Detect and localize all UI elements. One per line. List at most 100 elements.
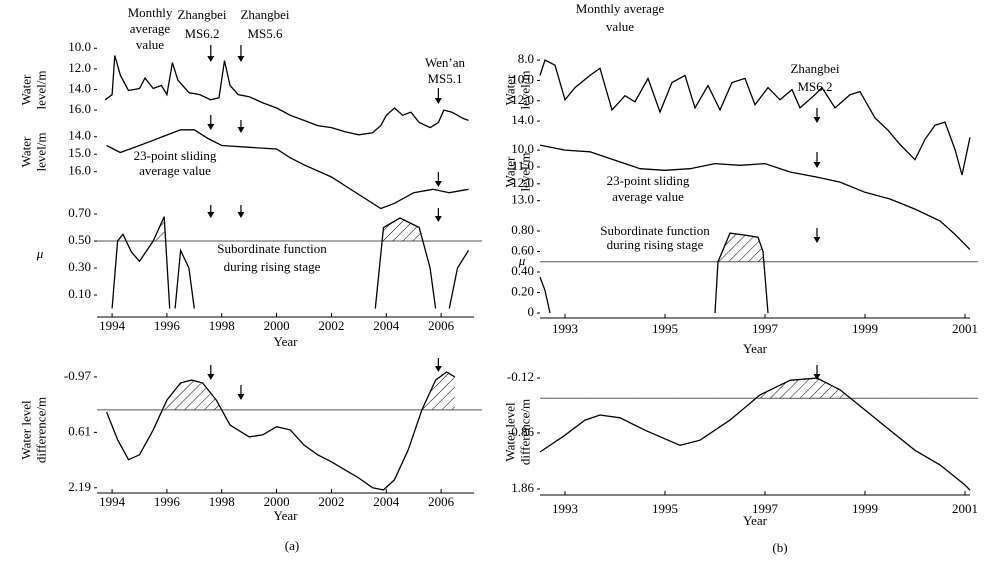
event-arrowhead bbox=[237, 127, 245, 133]
y-tick-label: 0.86 bbox=[511, 424, 534, 439]
y-tick-label: 10.0 bbox=[68, 39, 91, 54]
y-tick-label: 12.0 bbox=[511, 175, 534, 190]
y-axis-label: level/m bbox=[517, 71, 532, 110]
annotation: Monthly average bbox=[576, 1, 665, 16]
x-axis-label: Year bbox=[274, 334, 299, 349]
panel-caption: (a) bbox=[285, 538, 299, 553]
y-tick-label: 0.40 bbox=[511, 263, 534, 278]
annotation: MS5.6 bbox=[247, 26, 283, 41]
event-arrowhead bbox=[434, 366, 442, 372]
x-tick-label: 1999 bbox=[852, 501, 878, 516]
annotation: 23-point sliding bbox=[134, 148, 217, 163]
y-tick-label: 0.61 bbox=[68, 423, 91, 438]
y-axis-label: Water bbox=[502, 156, 517, 187]
data-line bbox=[539, 377, 971, 491]
y-tick-label: 0.80 bbox=[511, 222, 534, 237]
x-tick-label: 2000 bbox=[264, 318, 290, 333]
x-tick-label: 1998 bbox=[209, 494, 235, 509]
y-tick-label: 0 bbox=[528, 304, 535, 319]
x-tick-label: 1996 bbox=[154, 494, 181, 509]
y-axis-label: Water bbox=[18, 136, 33, 167]
event-arrowhead bbox=[237, 56, 245, 62]
y-tick-label: 0.20 bbox=[511, 283, 534, 298]
y-axis-label: Water bbox=[502, 74, 517, 105]
annotation: average value bbox=[139, 163, 211, 178]
x-tick-label: 1993 bbox=[552, 321, 578, 336]
x-tick-label: 2006 bbox=[428, 318, 455, 333]
x-tick-label: 1993 bbox=[552, 501, 578, 516]
y-axis-label: μ bbox=[36, 246, 44, 261]
x-axis-label: Year bbox=[274, 508, 299, 523]
y-axis-label: Water level bbox=[18, 400, 33, 460]
annotation: during rising stage bbox=[224, 259, 321, 274]
event-arrowhead bbox=[237, 394, 245, 400]
data-line bbox=[106, 129, 469, 210]
y-tick-label: 14.0 bbox=[511, 112, 534, 127]
hatched-area bbox=[715, 233, 768, 262]
x-tick-label: 1995 bbox=[652, 321, 678, 336]
x-tick-label: 2004 bbox=[373, 318, 400, 333]
y-tick-label: -0.12 bbox=[507, 369, 534, 384]
annotation: average value bbox=[612, 189, 684, 204]
annotation: MS6.2 bbox=[184, 26, 219, 41]
annotation: MS5.1 bbox=[427, 71, 462, 86]
annotation: Zhangbei bbox=[240, 7, 289, 22]
y-tick-label: 15.0 bbox=[68, 145, 91, 160]
y-tick-label: 8.0 bbox=[518, 51, 534, 66]
annotation: Monthly bbox=[128, 5, 173, 20]
x-tick-label: 1999 bbox=[852, 321, 878, 336]
y-axis-label: μ bbox=[518, 253, 526, 268]
annotation: Subordinate function bbox=[600, 223, 710, 238]
y-tick-label: 11.0 bbox=[512, 158, 534, 173]
annotation: Subordinate function bbox=[217, 241, 327, 256]
data-line bbox=[539, 232, 769, 314]
y-tick-label: 12.0 bbox=[68, 60, 91, 75]
y-tick-label: 12.0 bbox=[511, 92, 534, 107]
data-line bbox=[105, 371, 456, 491]
y-tick-label: 2.19 bbox=[68, 479, 91, 494]
event-arrowhead bbox=[237, 212, 245, 218]
y-tick-label: 0.60 bbox=[511, 242, 534, 257]
event-arrowhead bbox=[207, 56, 215, 62]
annotation: Zhangbei bbox=[177, 7, 226, 22]
x-tick-label: 2006 bbox=[428, 494, 455, 509]
y-axis-label: difference/m bbox=[33, 397, 48, 463]
x-tick-label: 2002 bbox=[318, 494, 344, 509]
x-tick-label: 2002 bbox=[318, 318, 344, 333]
y-tick-label: 0.50 bbox=[68, 232, 91, 247]
data-line bbox=[539, 59, 971, 176]
y-axis-label: level/m bbox=[33, 71, 48, 110]
annotation: 23-point sliding bbox=[607, 173, 690, 188]
y-tick-label: 10.0 bbox=[511, 71, 534, 86]
x-tick-label: 1994 bbox=[99, 494, 126, 509]
x-tick-label: 1995 bbox=[652, 501, 678, 516]
x-tick-label: 2001 bbox=[952, 321, 978, 336]
x-tick-label: 2000 bbox=[264, 494, 290, 509]
x-axis-label: Year bbox=[743, 341, 768, 356]
data-line bbox=[104, 55, 469, 136]
x-tick-label: 1998 bbox=[209, 318, 235, 333]
y-tick-label: 0.30 bbox=[68, 259, 91, 274]
event-arrowhead bbox=[813, 237, 821, 243]
data-line bbox=[539, 144, 971, 251]
hatched-area bbox=[449, 241, 469, 242]
event-arrowhead bbox=[434, 216, 442, 222]
y-tick-label: 0.70 bbox=[68, 205, 91, 220]
y-tick-label: 16.0 bbox=[68, 101, 91, 116]
event-arrowhead bbox=[434, 181, 442, 187]
y-tick-label: 14.0 bbox=[68, 128, 91, 143]
x-tick-label: 1994 bbox=[99, 318, 126, 333]
x-tick-label: 2001 bbox=[952, 501, 978, 516]
event-arrowhead bbox=[207, 374, 215, 380]
data-line bbox=[111, 216, 470, 309]
y-axis-label: level/m bbox=[33, 133, 48, 172]
y-tick-label: 13.0 bbox=[511, 192, 534, 207]
y-tick-label: 14.0 bbox=[68, 80, 91, 95]
annotation: during rising stage bbox=[607, 237, 704, 252]
y-axis-label: difference/m bbox=[517, 399, 532, 465]
y-tick-label: 0.10 bbox=[68, 286, 91, 301]
y-axis-label: Water bbox=[18, 74, 33, 105]
x-tick-label: 1997 bbox=[752, 501, 779, 516]
